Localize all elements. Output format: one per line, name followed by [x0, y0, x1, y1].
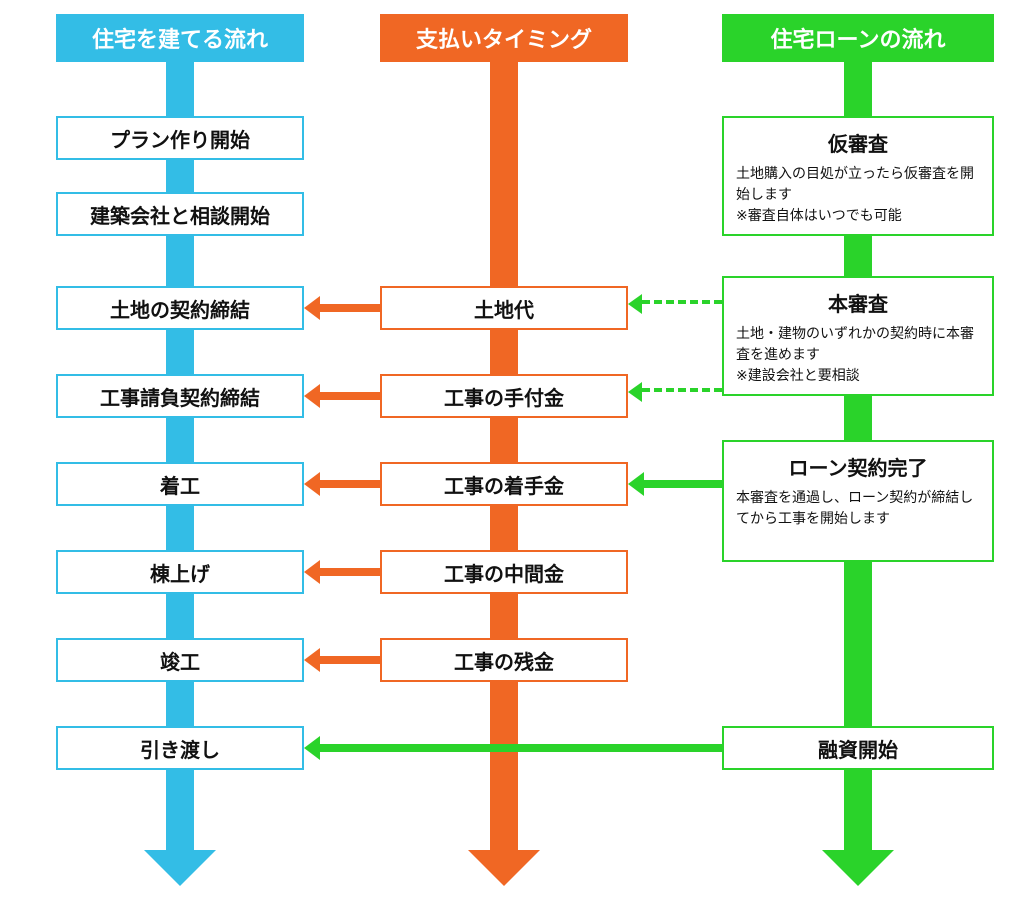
node-label: 土地代 — [474, 294, 534, 323]
arrow-head-icon — [304, 648, 320, 672]
arrow-head-icon — [304, 472, 320, 496]
node-contract: 工事請負契約締結 — [56, 374, 304, 418]
connector-final-pay-to-complete — [320, 656, 380, 664]
node-label: 着工 — [160, 470, 200, 499]
node-title: 本審査 — [736, 288, 980, 317]
node-main-review: 本審査土地・建物のいずれかの契約時に本審査を進めます※建設会社と要相談 — [722, 276, 994, 396]
node-deposit: 工事の手付金 — [380, 374, 628, 418]
connector-dashed-main-review-to-deposit — [642, 388, 722, 392]
connector-land-pay-to-land — [320, 304, 380, 312]
column-header-build-flow: 住宅を建てる流れ — [56, 14, 304, 62]
arrow-head-icon — [628, 472, 644, 496]
arrow-head-icon — [628, 382, 642, 402]
arrow-head-icon — [304, 560, 320, 584]
node-label: 工事の手付金 — [444, 382, 564, 411]
node-plan: プラン作り開始 — [56, 116, 304, 160]
node-start-pay: 工事の着手金 — [380, 462, 628, 506]
header-label: 支払いタイミング — [416, 22, 592, 54]
node-pre-review: 仮審査土地購入の目処が立ったら仮審査を開始します※審査自体はいつでも可能 — [722, 116, 994, 236]
column-header-payment-time: 支払いタイミング — [380, 14, 628, 62]
node-desc: 土地・建物のいずれかの契約時に本審査を進めます※建設会社と要相談 — [736, 323, 980, 386]
node-label: 土地の契約締結 — [110, 294, 250, 323]
connector-deposit-to-contract — [320, 392, 380, 400]
node-complete: 竣工 — [56, 638, 304, 682]
vertical-arrow-head-left — [144, 850, 216, 886]
connector-dashed-main-review-to-land-pay — [642, 300, 722, 304]
arrow-head-icon — [304, 384, 320, 408]
node-label: 建築会社と相談開始 — [90, 200, 270, 229]
vertical-arrow-head-middle — [468, 850, 540, 886]
node-title: 仮審査 — [736, 128, 980, 157]
vertical-arrow-head-right — [822, 850, 894, 886]
node-land: 土地の契約締結 — [56, 286, 304, 330]
node-label: 工事の中間金 — [444, 558, 564, 587]
node-land-pay: 土地代 — [380, 286, 628, 330]
node-raising: 棟上げ — [56, 550, 304, 594]
node-label: プラン作り開始 — [110, 124, 250, 153]
node-label: 工事の着手金 — [444, 470, 564, 499]
header-label: 住宅を建てる流れ — [92, 22, 268, 54]
node-label: 棟上げ — [150, 558, 210, 587]
node-funding: 融資開始 — [722, 726, 994, 770]
node-mid-pay: 工事の中間金 — [380, 550, 628, 594]
arrow-head-icon — [304, 736, 320, 760]
node-desc: 土地購入の目処が立ったら仮審査を開始します※審査自体はいつでも可能 — [736, 163, 980, 226]
vertical-arrow-shaft-middle — [490, 62, 518, 850]
node-start: 着工 — [56, 462, 304, 506]
node-title: ローン契約完了 — [736, 452, 980, 481]
node-label: 工事請負契約締結 — [100, 382, 260, 411]
arrow-head-icon — [628, 294, 642, 314]
column-header-loan-flow: 住宅ローンの流れ — [722, 14, 994, 62]
node-final-pay: 工事の残金 — [380, 638, 628, 682]
connector-loan-done-to-start-pay — [644, 480, 722, 488]
node-consult: 建築会社と相談開始 — [56, 192, 304, 236]
node-desc: 本審査を通過し、ローン契約が締結してから工事を開始します — [736, 487, 980, 529]
node-label: 融資開始 — [818, 734, 898, 763]
arrow-head-icon — [304, 296, 320, 320]
connector-start-pay-to-start — [320, 480, 380, 488]
node-label: 竣工 — [160, 646, 200, 675]
node-label: 工事の残金 — [454, 646, 554, 675]
node-handover: 引き渡し — [56, 726, 304, 770]
connector-mid-pay-to-raising — [320, 568, 380, 576]
header-label: 住宅ローンの流れ — [771, 22, 946, 54]
connector-funding-to-handover — [320, 744, 722, 752]
node-label: 引き渡し — [140, 734, 220, 763]
node-loan-done: ローン契約完了本審査を通過し、ローン契約が締結してから工事を開始します — [722, 440, 994, 562]
